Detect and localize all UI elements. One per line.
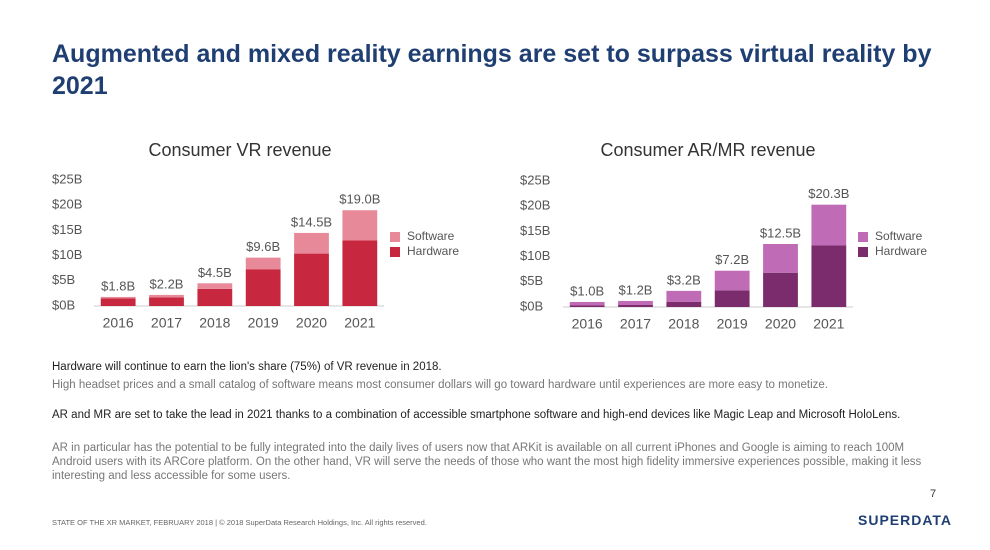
- y-tick-label: $0B: [52, 297, 75, 312]
- bar-segment: [666, 290, 702, 302]
- note-body: High headset prices and a small catalog …: [52, 379, 828, 391]
- legend-swatch: [390, 247, 400, 257]
- y-tick-label: $5B: [52, 272, 75, 287]
- x-tick-label: 2018: [668, 316, 699, 332]
- total-label: $1.0B: [570, 283, 604, 298]
- bar-segment: [811, 204, 847, 246]
- bar-segment: [763, 272, 798, 307]
- y-tick-label: $10B: [52, 247, 82, 262]
- footer: STATE OF THE XR MARKET, FEBRUARY 2018 | …: [52, 518, 427, 527]
- slide-title: Augmented and mixed reality earnings are…: [52, 40, 932, 100]
- bar-segment: [342, 240, 378, 306]
- legend-swatch: [390, 232, 400, 242]
- total-label: $19.0B: [339, 192, 380, 207]
- note-heading: Hardware will continue to earn the lion'…: [52, 361, 442, 373]
- x-tick-label: 2019: [248, 315, 279, 331]
- bar-segment: [197, 288, 233, 306]
- x-tick-label: 2017: [620, 316, 651, 332]
- total-label: $2.2B: [150, 276, 184, 291]
- y-tick-label: $25B: [520, 172, 550, 187]
- x-tick-label: 2018: [199, 315, 230, 331]
- bar-segment: [100, 296, 136, 299]
- bar-segment: [197, 283, 233, 289]
- bar-segment: [245, 257, 281, 270]
- x-tick-label: 2020: [765, 316, 796, 332]
- x-tick-label: 2020: [296, 315, 327, 331]
- bar-segment: [618, 304, 653, 307]
- bar-segment: [294, 232, 329, 254]
- total-label: $9.6B: [246, 239, 280, 254]
- y-tick-label: $20B: [52, 197, 82, 212]
- x-tick-label: 2016: [103, 315, 134, 331]
- legend-swatch: [858, 232, 868, 242]
- total-label: $1.2B: [619, 282, 653, 297]
- x-tick-label: 2019: [717, 316, 748, 332]
- bar-segment: [294, 253, 329, 306]
- bar-segment: [811, 245, 847, 307]
- chart-title: Consumer AR/MR revenue: [600, 140, 815, 160]
- legend-swatch: [858, 247, 868, 257]
- y-tick-label: $0B: [520, 298, 543, 313]
- page-number: 7: [930, 488, 937, 500]
- bar-segment: [618, 300, 653, 305]
- x-tick-label: 2021: [813, 316, 844, 332]
- bar-segment: [149, 294, 184, 298]
- bar-segment: [149, 297, 184, 306]
- y-tick-label: $15B: [52, 222, 82, 237]
- x-tick-label: 2017: [151, 315, 182, 331]
- note-body: AR in particular has the potential to be…: [52, 442, 922, 482]
- total-label: $12.5B: [760, 225, 801, 240]
- chart-title: Consumer VR revenue: [148, 140, 331, 160]
- bar-segment: [342, 210, 378, 241]
- total-label: $7.2B: [715, 252, 749, 267]
- total-label: $20.3B: [808, 186, 849, 201]
- bar-segment: [714, 270, 750, 291]
- brand-logo: SUPERDATA: [858, 512, 953, 528]
- total-label: $14.5B: [291, 214, 332, 229]
- y-tick-label: $15B: [520, 223, 550, 238]
- bar-segment: [763, 244, 798, 273]
- legend-label: Software: [875, 229, 923, 243]
- x-tick-label: 2016: [572, 316, 603, 332]
- y-tick-label: $25B: [52, 171, 82, 186]
- x-tick-label: 2021: [344, 315, 375, 331]
- bar-segment: [245, 269, 281, 306]
- legend-label: Hardware: [875, 244, 927, 258]
- legend-label: Hardware: [407, 244, 459, 258]
- total-label: $3.2B: [667, 272, 701, 287]
- bar-segment: [100, 298, 136, 306]
- bar-segment: [714, 290, 750, 307]
- total-label: $4.5B: [198, 265, 232, 280]
- y-tick-label: $10B: [520, 248, 550, 263]
- bar-segment: [569, 301, 605, 306]
- note-heading: AR and MR are set to take the lead in 20…: [52, 409, 901, 421]
- bar-segment: [569, 305, 605, 307]
- y-tick-label: $5B: [520, 273, 543, 288]
- total-label: $1.8B: [101, 278, 135, 293]
- y-tick-label: $20B: [520, 198, 550, 213]
- legend-label: Software: [407, 229, 455, 243]
- bar-segment: [666, 301, 702, 307]
